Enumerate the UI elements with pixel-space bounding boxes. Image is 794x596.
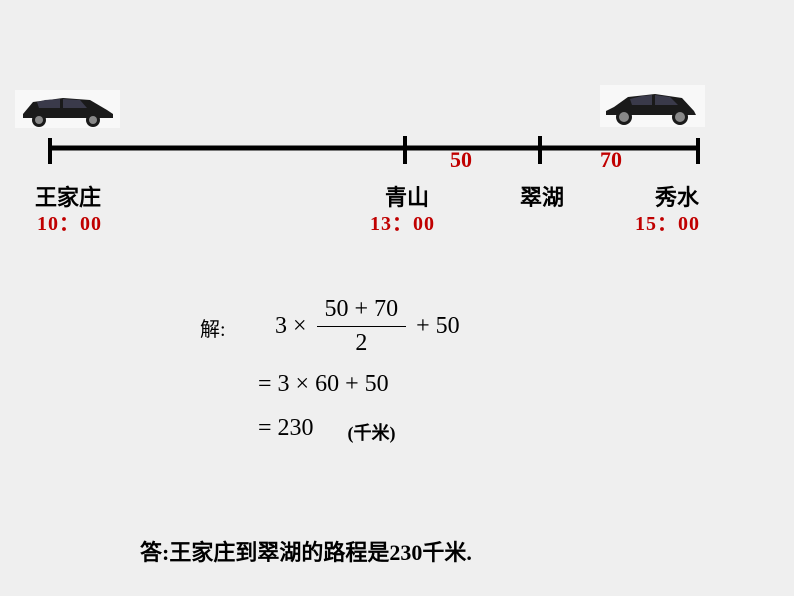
line3-value: = 230 (258, 415, 314, 441)
time-1300: 13：00 (370, 207, 435, 236)
line1-suffix: + 50 (416, 313, 460, 339)
line1-prefix: 3 × (275, 313, 307, 339)
car-left-image (15, 90, 120, 128)
location-cuihu: 翠湖 (520, 180, 564, 212)
car-right-image (600, 85, 705, 127)
fraction-numerator: 50 + 70 (317, 295, 407, 327)
distance-50: 50 (450, 147, 472, 173)
time-1500: 15：00 (635, 207, 700, 236)
solution-line-2: = 3 × 60 + 50 (258, 371, 389, 398)
answer-text: 答:王家庄到翠湖的路程是230千米. (140, 535, 472, 567)
fraction: 50 + 70 2 (317, 295, 407, 358)
solution-label: 解: (200, 313, 226, 342)
fraction-denominator: 2 (317, 327, 407, 358)
solution-line-1: 3 × 50 + 70 2 + 50 (275, 295, 460, 358)
line3-unit: (千米) (348, 423, 396, 443)
solution-line-3: = 230 (千米) (258, 415, 396, 442)
time-1000: 10：00 (37, 207, 102, 236)
distance-70: 70 (600, 147, 622, 173)
